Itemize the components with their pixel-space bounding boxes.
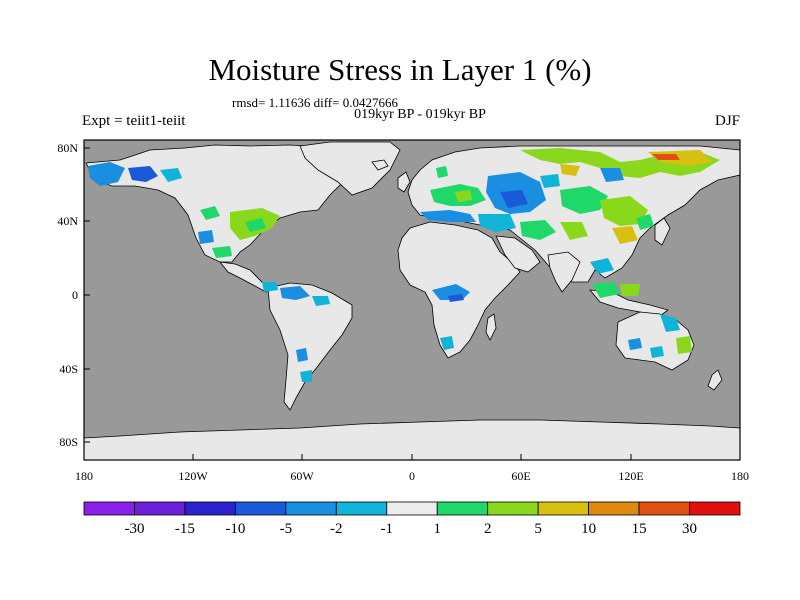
y-tick-label: 40N <box>57 214 78 228</box>
iceland <box>371 159 389 171</box>
anomaly-patch <box>128 166 158 182</box>
colorbar-label: 5 <box>534 521 542 537</box>
anomaly-patch <box>160 168 182 182</box>
y-tick-label: 40S <box>59 362 78 376</box>
x-tick-label: 60W <box>290 469 314 483</box>
india <box>547 251 581 293</box>
anomaly-patch <box>676 336 692 354</box>
map-subtitle: 019kyr BP - 019kyr BP <box>354 107 486 122</box>
anomaly-patch <box>455 190 472 202</box>
anomaly-patch <box>636 214 654 230</box>
indonesia <box>589 289 669 317</box>
colorbar-swatch <box>285 501 337 516</box>
anomaly-patch <box>600 196 648 226</box>
x-tick-label: 0 <box>409 469 415 483</box>
anomaly-patch <box>448 294 464 302</box>
anomaly-patch <box>312 296 330 306</box>
anomaly-patch <box>300 370 312 382</box>
colorbar-label: 1 <box>433 521 441 537</box>
colorbar-swatch <box>335 501 388 516</box>
colorbar-label: -30 <box>124 521 144 537</box>
season-label: DJF <box>714 113 740 129</box>
greenland <box>299 141 401 196</box>
colorbar-swatch <box>689 501 741 516</box>
anomaly-patch <box>420 210 476 222</box>
experiment-label: Expt = teiit1-teiit <box>82 113 186 129</box>
anomaly-patch <box>245 218 266 232</box>
arabian-peninsula <box>495 235 541 273</box>
british-isles <box>397 171 411 193</box>
colorbar-swatch <box>537 501 590 516</box>
x-tick-label: 120W <box>178 469 208 483</box>
anomaly-patch <box>560 222 588 240</box>
map-panel: 180 120W 60W 0 60E 120E 180 80N 40N 0 40… <box>57 139 749 483</box>
colorbar-label: 2 <box>484 521 492 537</box>
x-tick-label: 180 <box>731 469 749 483</box>
anomaly-patch <box>652 154 680 160</box>
x-tick-label: 180 <box>75 469 93 483</box>
anomaly-patch <box>660 314 680 332</box>
anomaly-patch <box>478 214 516 232</box>
stats-line: rmsd= 1.11636 diff= 0.0427666 <box>232 95 398 110</box>
colorbar-label: -5 <box>280 521 293 537</box>
anomaly-patch <box>590 258 614 274</box>
anomaly-patch <box>592 282 620 298</box>
anomaly-patch <box>520 220 556 240</box>
madagascar <box>485 313 497 341</box>
colorbar-label: 30 <box>682 521 697 537</box>
colorbar-label: -15 <box>175 521 195 537</box>
colorbar-swatch <box>638 501 690 516</box>
x-tick-label: 120E <box>618 469 643 483</box>
japan <box>654 217 671 246</box>
axis-ticks <box>83 147 741 460</box>
y-tick-label: 0 <box>72 288 78 302</box>
map-title: Moisture Stress in Layer 1 (%) <box>208 52 592 87</box>
colorbar-label: 10 <box>581 521 596 537</box>
new-zealand <box>707 369 723 391</box>
colorbar-label: -1 <box>381 521 394 537</box>
colorbar-swatch <box>184 501 236 516</box>
colorbar-swatch <box>234 501 287 516</box>
colorbar-swatch <box>487 501 539 516</box>
anomaly-patch <box>212 246 232 258</box>
anomaly-patch <box>628 338 642 350</box>
anomaly-patch <box>620 284 640 296</box>
anomaly-patch <box>262 282 278 292</box>
anomaly-patch <box>436 166 448 178</box>
colorbar-swatch <box>588 501 640 516</box>
colorbar-label: -10 <box>225 521 245 537</box>
anomaly-patch <box>198 230 214 244</box>
y-tick-label: 80N <box>57 141 78 155</box>
colorbar-swatch <box>436 501 489 516</box>
anomaly-patch <box>560 164 580 176</box>
anomaly-patch <box>600 168 624 182</box>
colorbar-label: -2 <box>330 521 343 537</box>
x-tick-label: 60E <box>511 469 530 483</box>
anomaly-patches <box>88 148 720 382</box>
anomaly-patch <box>200 206 220 220</box>
y-tick-label: 80S <box>59 435 78 449</box>
colorbar-swatch <box>134 501 186 516</box>
colorbar: -30 -15 -10 -5 -2 -1 1 2 5 10 15 30 <box>83 501 741 537</box>
anomaly-patch <box>500 190 528 208</box>
anomaly-patch <box>560 186 608 214</box>
anomaly-patch <box>540 174 560 188</box>
anomaly-patch <box>650 346 664 358</box>
colorbar-swatch <box>83 501 135 516</box>
colorbar-label: 15 <box>632 521 647 537</box>
anomaly-patch <box>280 286 310 300</box>
colorbar-swatch <box>386 501 438 516</box>
anomaly-patch <box>440 336 454 350</box>
anomaly-patch <box>88 162 125 186</box>
anomaly-patch <box>296 348 308 362</box>
anomaly-patch <box>612 226 638 244</box>
